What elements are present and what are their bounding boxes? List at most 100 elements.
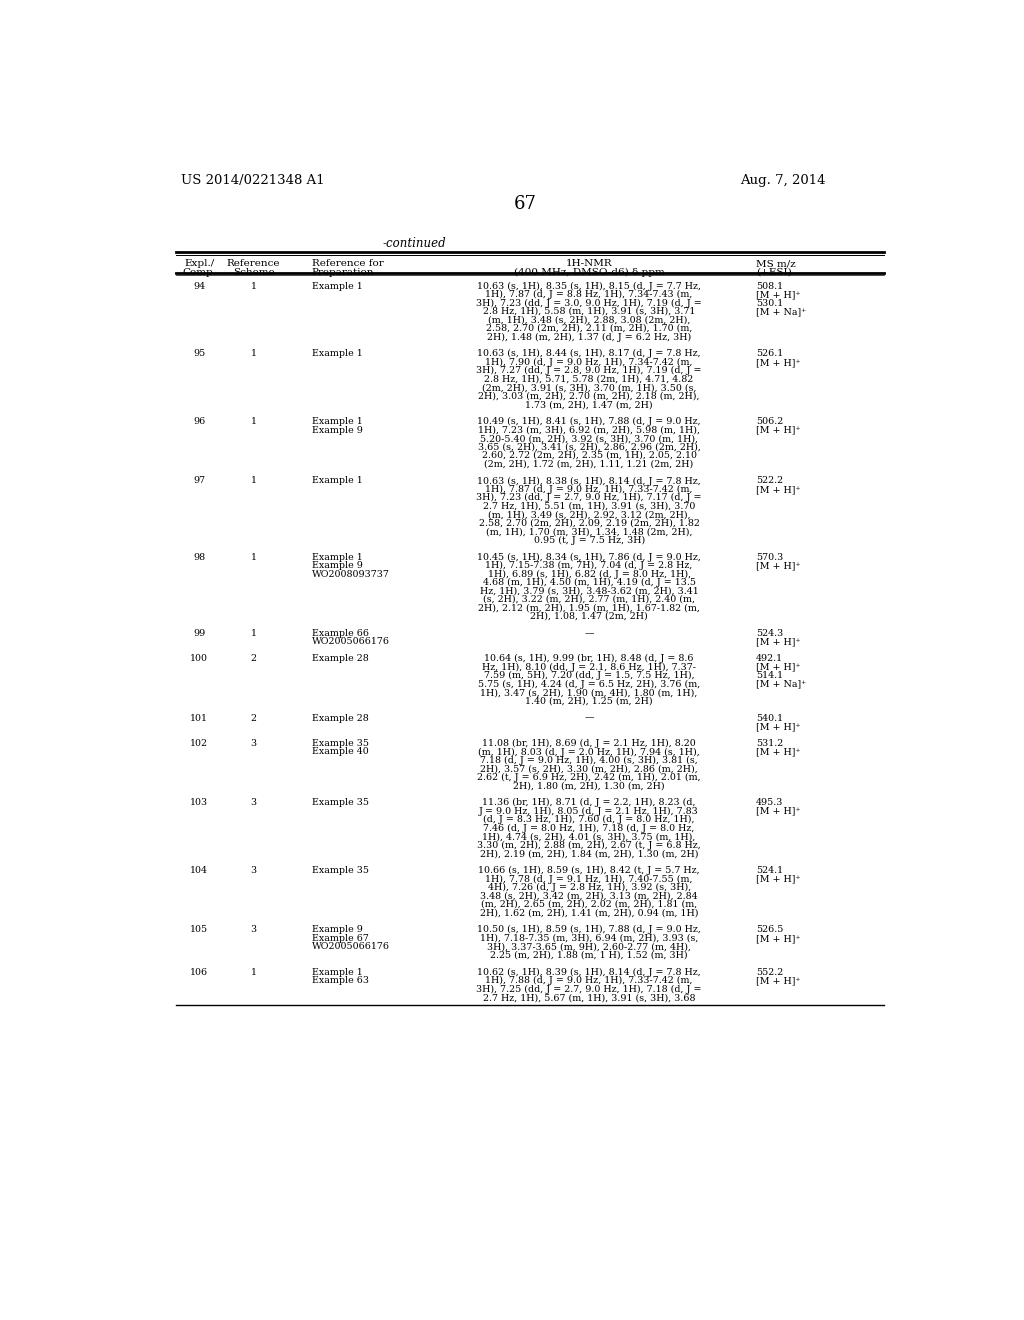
Text: Example 67: Example 67 <box>311 933 369 942</box>
Text: 514.1: 514.1 <box>756 671 783 680</box>
Text: 1: 1 <box>251 553 257 561</box>
Text: Example 1: Example 1 <box>311 553 362 561</box>
Text: 1.73 (m, 2H), 1.47 (m, 2H): 1.73 (m, 2H), 1.47 (m, 2H) <box>525 400 653 409</box>
Text: 5.20-5.40 (m, 2H), 3.92 (s, 3H), 3.70 (m, 1H),: 5.20-5.40 (m, 2H), 3.92 (s, 3H), 3.70 (m… <box>480 434 698 444</box>
Text: 104: 104 <box>190 866 208 875</box>
Text: 4H), 7.26 (d, J = 2.8 Hz, 1H), 3.92 (s, 3H),: 4H), 7.26 (d, J = 2.8 Hz, 1H), 3.92 (s, … <box>487 883 691 892</box>
Text: 492.1: 492.1 <box>756 655 783 663</box>
Text: 98: 98 <box>194 553 206 561</box>
Text: 1H), 7.78 (d, J = 9.1 Hz, 1H), 7.40-7.55 (m,: 1H), 7.78 (d, J = 9.1 Hz, 1H), 7.40-7.55… <box>485 875 693 883</box>
Text: 2.8 Hz, 1H), 5.71, 5.78 (2m, 1H), 4.71, 4.82: 2.8 Hz, 1H), 5.71, 5.78 (2m, 1H), 4.71, … <box>484 375 693 384</box>
Text: 1H-NMR: 1H-NMR <box>566 259 612 268</box>
Text: [M + H]⁺: [M + H]⁺ <box>756 484 800 494</box>
Text: 526.1: 526.1 <box>756 350 783 358</box>
Text: 7.18 (d, J = 9.0 Hz, 1H), 4.00 (s, 3H), 3.81 (s,: 7.18 (d, J = 9.0 Hz, 1H), 4.00 (s, 3H), … <box>480 756 698 766</box>
Text: 1H), 7.18-7.35 (m, 3H), 6.94 (m, 2H), 3.93 (s,: 1H), 7.18-7.35 (m, 3H), 6.94 (m, 2H), 3.… <box>480 933 698 942</box>
Text: 1H), 7.90 (d, J = 9.0 Hz, 1H), 7.34-7.42 (m,: 1H), 7.90 (d, J = 9.0 Hz, 1H), 7.34-7.42… <box>485 358 693 367</box>
Text: [M + H]⁺: [M + H]⁺ <box>756 638 800 647</box>
Text: Example 9: Example 9 <box>311 925 362 935</box>
Text: Example 1: Example 1 <box>311 350 362 358</box>
Text: 1H), 7.15-7.38 (m, 7H), 7.04 (d, J = 2.8 Hz,: 1H), 7.15-7.38 (m, 7H), 7.04 (d, J = 2.8… <box>485 561 693 570</box>
Text: 3: 3 <box>251 866 257 875</box>
Text: (s, 2H), 3.22 (m, 2H), 2.77 (m, 1H), 2.40 (m,: (s, 2H), 3.22 (m, 2H), 2.77 (m, 1H), 2.4… <box>483 595 695 605</box>
Text: 5.75 (s, 1H), 4.24 (d, J = 6.5 Hz, 2H), 3.76 (m,: 5.75 (s, 1H), 4.24 (d, J = 6.5 Hz, 2H), … <box>478 680 700 689</box>
Text: 530.1: 530.1 <box>756 298 783 308</box>
Text: -continued: -continued <box>383 238 446 249</box>
Text: 508.1: 508.1 <box>756 281 783 290</box>
Text: 2H), 1.48 (m, 2H), 1.37 (d, J = 6.2 Hz, 3H): 2H), 1.48 (m, 2H), 1.37 (d, J = 6.2 Hz, … <box>487 333 691 342</box>
Text: Reference: Reference <box>226 259 281 268</box>
Text: 10.49 (s, 1H), 8.41 (s, 1H), 7.88 (d, J = 9.0 Hz,: 10.49 (s, 1H), 8.41 (s, 1H), 7.88 (d, J … <box>477 417 701 426</box>
Text: 10.63 (s, 1H), 8.38 (s, 1H), 8.14 (d, J = 7.8 Hz,: 10.63 (s, 1H), 8.38 (s, 1H), 8.14 (d, J … <box>477 477 701 486</box>
Text: 524.3: 524.3 <box>756 628 783 638</box>
Text: 552.2: 552.2 <box>756 968 783 977</box>
Text: Hz, 1H), 8.10 (dd, J = 2.1, 8.6 Hz, 1H), 7.37-: Hz, 1H), 8.10 (dd, J = 2.1, 8.6 Hz, 1H),… <box>482 663 696 672</box>
Text: 2H), 1.62 (m, 2H), 1.41 (m, 2H), 0.94 (m, 1H): 2H), 1.62 (m, 2H), 1.41 (m, 2H), 0.94 (m… <box>480 908 698 917</box>
Text: 2H), 1.08, 1.47 (2m, 2H): 2H), 1.08, 1.47 (2m, 2H) <box>530 612 648 620</box>
Text: [M + Na]⁺: [M + Na]⁺ <box>756 308 806 315</box>
Text: 1H), 7.88 (d, J = 9.0 Hz, 1H), 7.33-7.42 (m,: 1H), 7.88 (d, J = 9.0 Hz, 1H), 7.33-7.42… <box>485 977 693 985</box>
Text: 10.45 (s, 1H), 8.34 (s, 1H), 7.86 (d, J = 9.0 Hz,: 10.45 (s, 1H), 8.34 (s, 1H), 7.86 (d, J … <box>477 553 701 562</box>
Text: —: — <box>585 714 594 722</box>
Text: 506.2: 506.2 <box>756 417 783 426</box>
Text: 2.8 Hz, 1H), 5.58 (m, 1H), 3.91 (s, 3H), 3.71: 2.8 Hz, 1H), 5.58 (m, 1H), 3.91 (s, 3H),… <box>483 308 695 315</box>
Text: 1: 1 <box>251 281 257 290</box>
Text: WO2005066176: WO2005066176 <box>311 638 390 647</box>
Text: 522.2: 522.2 <box>756 477 783 486</box>
Text: 3: 3 <box>251 799 257 808</box>
Text: 1H), 4.74 (s, 2H), 4.01 (s, 3H), 3.75 (m, 1H),: 1H), 4.74 (s, 2H), 4.01 (s, 3H), 3.75 (m… <box>482 832 696 841</box>
Text: 1H), 7.87 (d, J = 8.8 Hz, 1H), 7.34-7.43 (m,: 1H), 7.87 (d, J = 8.8 Hz, 1H), 7.34-7.43… <box>485 290 693 300</box>
Text: WO2005066176: WO2005066176 <box>311 942 390 952</box>
Text: Example 35: Example 35 <box>311 739 369 748</box>
Text: 101: 101 <box>190 714 208 722</box>
Text: 3.30 (m, 2H), 2.88 (m, 2H), 2.67 (t, J = 6.8 Hz,: 3.30 (m, 2H), 2.88 (m, 2H), 2.67 (t, J =… <box>477 841 701 850</box>
Text: 524.1: 524.1 <box>756 866 783 875</box>
Text: 10.64 (s, 1H), 9.99 (br, 1H), 8.48 (d, J = 8.6: 10.64 (s, 1H), 9.99 (br, 1H), 8.48 (d, J… <box>484 655 694 664</box>
Text: 2: 2 <box>251 714 257 722</box>
Text: Example 1: Example 1 <box>311 968 362 977</box>
Text: (+ESI): (+ESI) <box>756 268 792 277</box>
Text: Comp.: Comp. <box>182 268 216 277</box>
Text: 102: 102 <box>190 739 208 748</box>
Text: 0.95 (t, J = 7.5 Hz, 3H): 0.95 (t, J = 7.5 Hz, 3H) <box>534 536 645 545</box>
Text: Aug. 7, 2014: Aug. 7, 2014 <box>740 174 825 187</box>
Text: 4.68 (m, 1H), 4.50 (m, 1H), 4.19 (d, J = 13.5: 4.68 (m, 1H), 4.50 (m, 1H), 4.19 (d, J =… <box>482 578 695 587</box>
Text: 1: 1 <box>251 417 257 426</box>
Text: 103: 103 <box>190 799 208 808</box>
Text: 3H), 7.25 (dd, J = 2.7, 9.0 Hz, 1H), 7.18 (d, J =: 3H), 7.25 (dd, J = 2.7, 9.0 Hz, 1H), 7.1… <box>476 985 701 994</box>
Text: (m, 1H), 8.03 (d, J = 2.0 Hz, 1H), 7.94 (s, 1H),: (m, 1H), 8.03 (d, J = 2.0 Hz, 1H), 7.94 … <box>478 747 700 756</box>
Text: 10.50 (s, 1H), 8.59 (s, 1H), 7.88 (d, J = 9.0 Hz,: 10.50 (s, 1H), 8.59 (s, 1H), 7.88 (d, J … <box>477 925 701 935</box>
Text: 10.63 (s, 1H), 8.44 (s, 1H), 8.17 (d, J = 7.8 Hz,: 10.63 (s, 1H), 8.44 (s, 1H), 8.17 (d, J … <box>477 350 701 359</box>
Text: 1H), 7.23 (m, 3H), 6.92 (m, 2H), 5.98 (m, 1H),: 1H), 7.23 (m, 3H), 6.92 (m, 2H), 5.98 (m… <box>478 425 700 434</box>
Text: 10.66 (s, 1H), 8.59 (s, 1H), 8.42 (t, J = 5.7 Hz,: 10.66 (s, 1H), 8.59 (s, 1H), 8.42 (t, J … <box>478 866 700 875</box>
Text: 95: 95 <box>194 350 206 358</box>
Text: Scheme: Scheme <box>232 268 274 277</box>
Text: Example 1: Example 1 <box>311 417 362 426</box>
Text: 100: 100 <box>190 655 208 663</box>
Text: 1: 1 <box>251 968 257 977</box>
Text: US 2014/0221348 A1: US 2014/0221348 A1 <box>180 174 325 187</box>
Text: [M + H]⁺: [M + H]⁺ <box>756 561 800 570</box>
Text: 570.3: 570.3 <box>756 553 783 561</box>
Text: 3: 3 <box>251 739 257 748</box>
Text: 3H), 7.23 (dd, J = 3.0, 9.0 Hz, 1H), 7.19 (d, J =: 3H), 7.23 (dd, J = 3.0, 9.0 Hz, 1H), 7.1… <box>476 298 702 308</box>
Text: 11.36 (br, 1H), 8.71 (d, J = 2.2, 1H), 8.23 (d,: 11.36 (br, 1H), 8.71 (d, J = 2.2, 1H), 8… <box>482 799 696 808</box>
Text: 531.2: 531.2 <box>756 739 783 748</box>
Text: (2m, 2H), 3.91 (s, 3H), 3.70 (m, 1H), 3.50 (s,: (2m, 2H), 3.91 (s, 3H), 3.70 (m, 1H), 3.… <box>482 383 696 392</box>
Text: 105: 105 <box>190 925 208 935</box>
Text: 2H), 3.57 (s, 2H), 3.30 (m, 2H), 2.86 (m, 2H),: 2H), 3.57 (s, 2H), 3.30 (m, 2H), 2.86 (m… <box>480 764 698 774</box>
Text: [M + H]⁺: [M + H]⁺ <box>756 807 800 816</box>
Text: 3H), 3.37-3.65 (m, 9H), 2.60-2.77 (m, 4H),: 3H), 3.37-3.65 (m, 9H), 2.60-2.77 (m, 4H… <box>487 942 691 952</box>
Text: [M + H]⁺: [M + H]⁺ <box>756 722 800 731</box>
Text: Example 66: Example 66 <box>311 628 369 638</box>
Text: 97: 97 <box>194 477 206 486</box>
Text: Example 63: Example 63 <box>311 977 369 985</box>
Text: 1H), 7.87 (d, J = 9.0 Hz, 1H), 7.33-7.42 (m,: 1H), 7.87 (d, J = 9.0 Hz, 1H), 7.33-7.42… <box>485 484 693 494</box>
Text: Reference for: Reference for <box>311 259 383 268</box>
Text: 2.58, 2.70 (2m, 2H), 2.09, 2.19 (2m, 2H), 1.82: 2.58, 2.70 (2m, 2H), 2.09, 2.19 (2m, 2H)… <box>478 519 699 528</box>
Text: Example 35: Example 35 <box>311 866 369 875</box>
Text: 1: 1 <box>251 628 257 638</box>
Text: [M + H]⁺: [M + H]⁺ <box>756 977 800 985</box>
Text: Example 35: Example 35 <box>311 799 369 808</box>
Text: [M + H]⁺: [M + H]⁺ <box>756 875 800 883</box>
